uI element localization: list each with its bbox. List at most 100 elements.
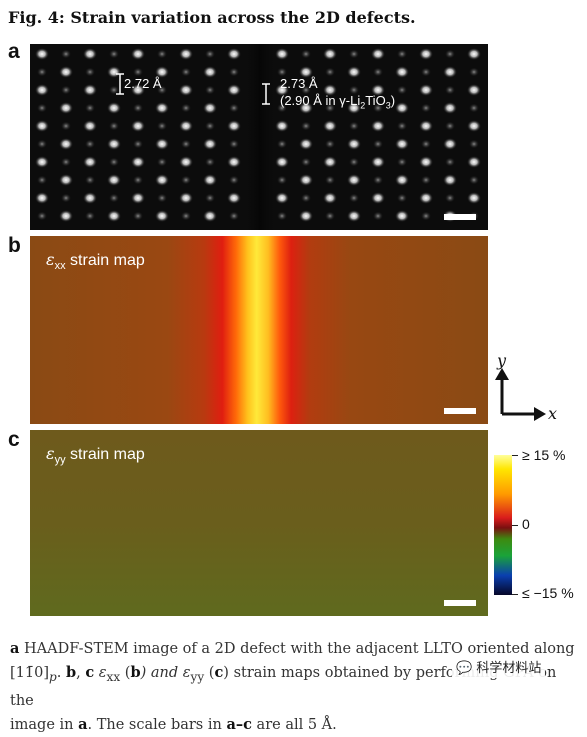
atom-column: [325, 211, 335, 221]
atom-column: [443, 174, 457, 186]
atom-column: [443, 66, 457, 78]
atom-column: [131, 84, 145, 96]
atom-column: [469, 67, 479, 77]
atom-column: [59, 102, 73, 114]
atom-column: [205, 49, 215, 59]
scale-bar-a: [444, 214, 476, 220]
eyy-map-label: εyy strain map: [46, 444, 145, 467]
atom-column: [445, 121, 455, 131]
atom-column: [299, 174, 313, 186]
atom-column: [275, 48, 289, 60]
atom-column: [325, 103, 335, 113]
atom-column: [275, 84, 289, 96]
atom-column: [179, 156, 193, 168]
atom-column: [109, 49, 119, 59]
atom-column: [277, 139, 287, 149]
atom-column: [371, 156, 385, 168]
atom-column: [443, 138, 457, 150]
atom-column: [37, 211, 47, 221]
atom-column: [131, 156, 145, 168]
atom-column: [37, 139, 47, 149]
atom-column: [85, 67, 95, 77]
lattice-spacing-right: 2.73 Å: [280, 76, 318, 91]
colorbar-tick-mid: [512, 525, 518, 526]
atom-column: [107, 102, 121, 114]
atom-column: [445, 85, 455, 95]
atom-column: [469, 139, 479, 149]
atom-column: [371, 120, 385, 132]
atom-column: [469, 175, 479, 185]
atom-column: [107, 138, 121, 150]
atom-column: [349, 49, 359, 59]
atom-column: [419, 84, 433, 96]
atom-column: [181, 139, 191, 149]
atom-column: [227, 84, 241, 96]
y-axis-label: y: [497, 351, 507, 370]
atom-column: [133, 175, 143, 185]
atom-column: [61, 121, 71, 131]
lattice-spacing-left: 2.72 Å: [124, 76, 162, 91]
atom-column: [61, 85, 71, 95]
atom-column: [467, 120, 481, 132]
atom-column: [347, 210, 361, 222]
atom-column: [181, 67, 191, 77]
atom-column: [155, 66, 169, 78]
atom-column: [349, 157, 359, 167]
atom-column: [467, 48, 481, 60]
atom-column: [373, 211, 383, 221]
atom-column: [155, 210, 169, 222]
defect-band: [242, 44, 278, 230]
atom-column: [227, 120, 241, 132]
colorbar-top-label: ≥ 15 %: [522, 447, 566, 463]
atom-column: [419, 120, 433, 132]
caption-line-3: image in a. The scale bars in a–c are al…: [10, 715, 337, 733]
atom-column: [323, 84, 337, 96]
atom-column: [85, 139, 95, 149]
atom-column: [107, 210, 121, 222]
scale-bar-c: [444, 600, 476, 606]
atom-column: [467, 156, 481, 168]
atom-column: [85, 103, 95, 113]
atom-column: [205, 85, 215, 95]
atom-column: [469, 103, 479, 113]
colorbar-tick-bottom: [512, 594, 518, 595]
atom-column: [395, 138, 409, 150]
atom-column: [61, 157, 71, 167]
atom-column: [277, 211, 287, 221]
atom-column: [299, 210, 313, 222]
atom-column: [35, 48, 49, 60]
atom-column: [275, 120, 289, 132]
atom-column: [229, 139, 239, 149]
atom-column: [179, 84, 193, 96]
atom-column: [35, 120, 49, 132]
atom-column: [445, 157, 455, 167]
atom-column: [157, 85, 167, 95]
atom-column: [37, 67, 47, 77]
atom-column: [421, 67, 431, 77]
atom-column: [347, 66, 361, 78]
atom-column: [371, 48, 385, 60]
atom-column: [35, 84, 49, 96]
atom-column: [131, 192, 145, 204]
atom-column: [203, 102, 217, 114]
atom-column: [59, 210, 73, 222]
atom-column: [397, 49, 407, 59]
scale-bar-b: [444, 408, 476, 414]
colorbar-bottom-label: ≤ −15 %: [522, 585, 574, 601]
atom-column: [109, 121, 119, 131]
atom-column: [373, 67, 383, 77]
atom-column: [61, 193, 71, 203]
atom-column: [443, 102, 457, 114]
atom-column: [59, 174, 73, 186]
atom-column: [371, 84, 385, 96]
atom-column: [181, 211, 191, 221]
atom-column: [227, 48, 241, 60]
atom-column: [205, 193, 215, 203]
atom-column: [323, 192, 337, 204]
atom-column: [205, 157, 215, 167]
atom-column: [229, 211, 239, 221]
atom-column: [421, 103, 431, 113]
colorbar-tick-top: [512, 455, 518, 456]
atom-column: [133, 67, 143, 77]
atom-column: [229, 175, 239, 185]
